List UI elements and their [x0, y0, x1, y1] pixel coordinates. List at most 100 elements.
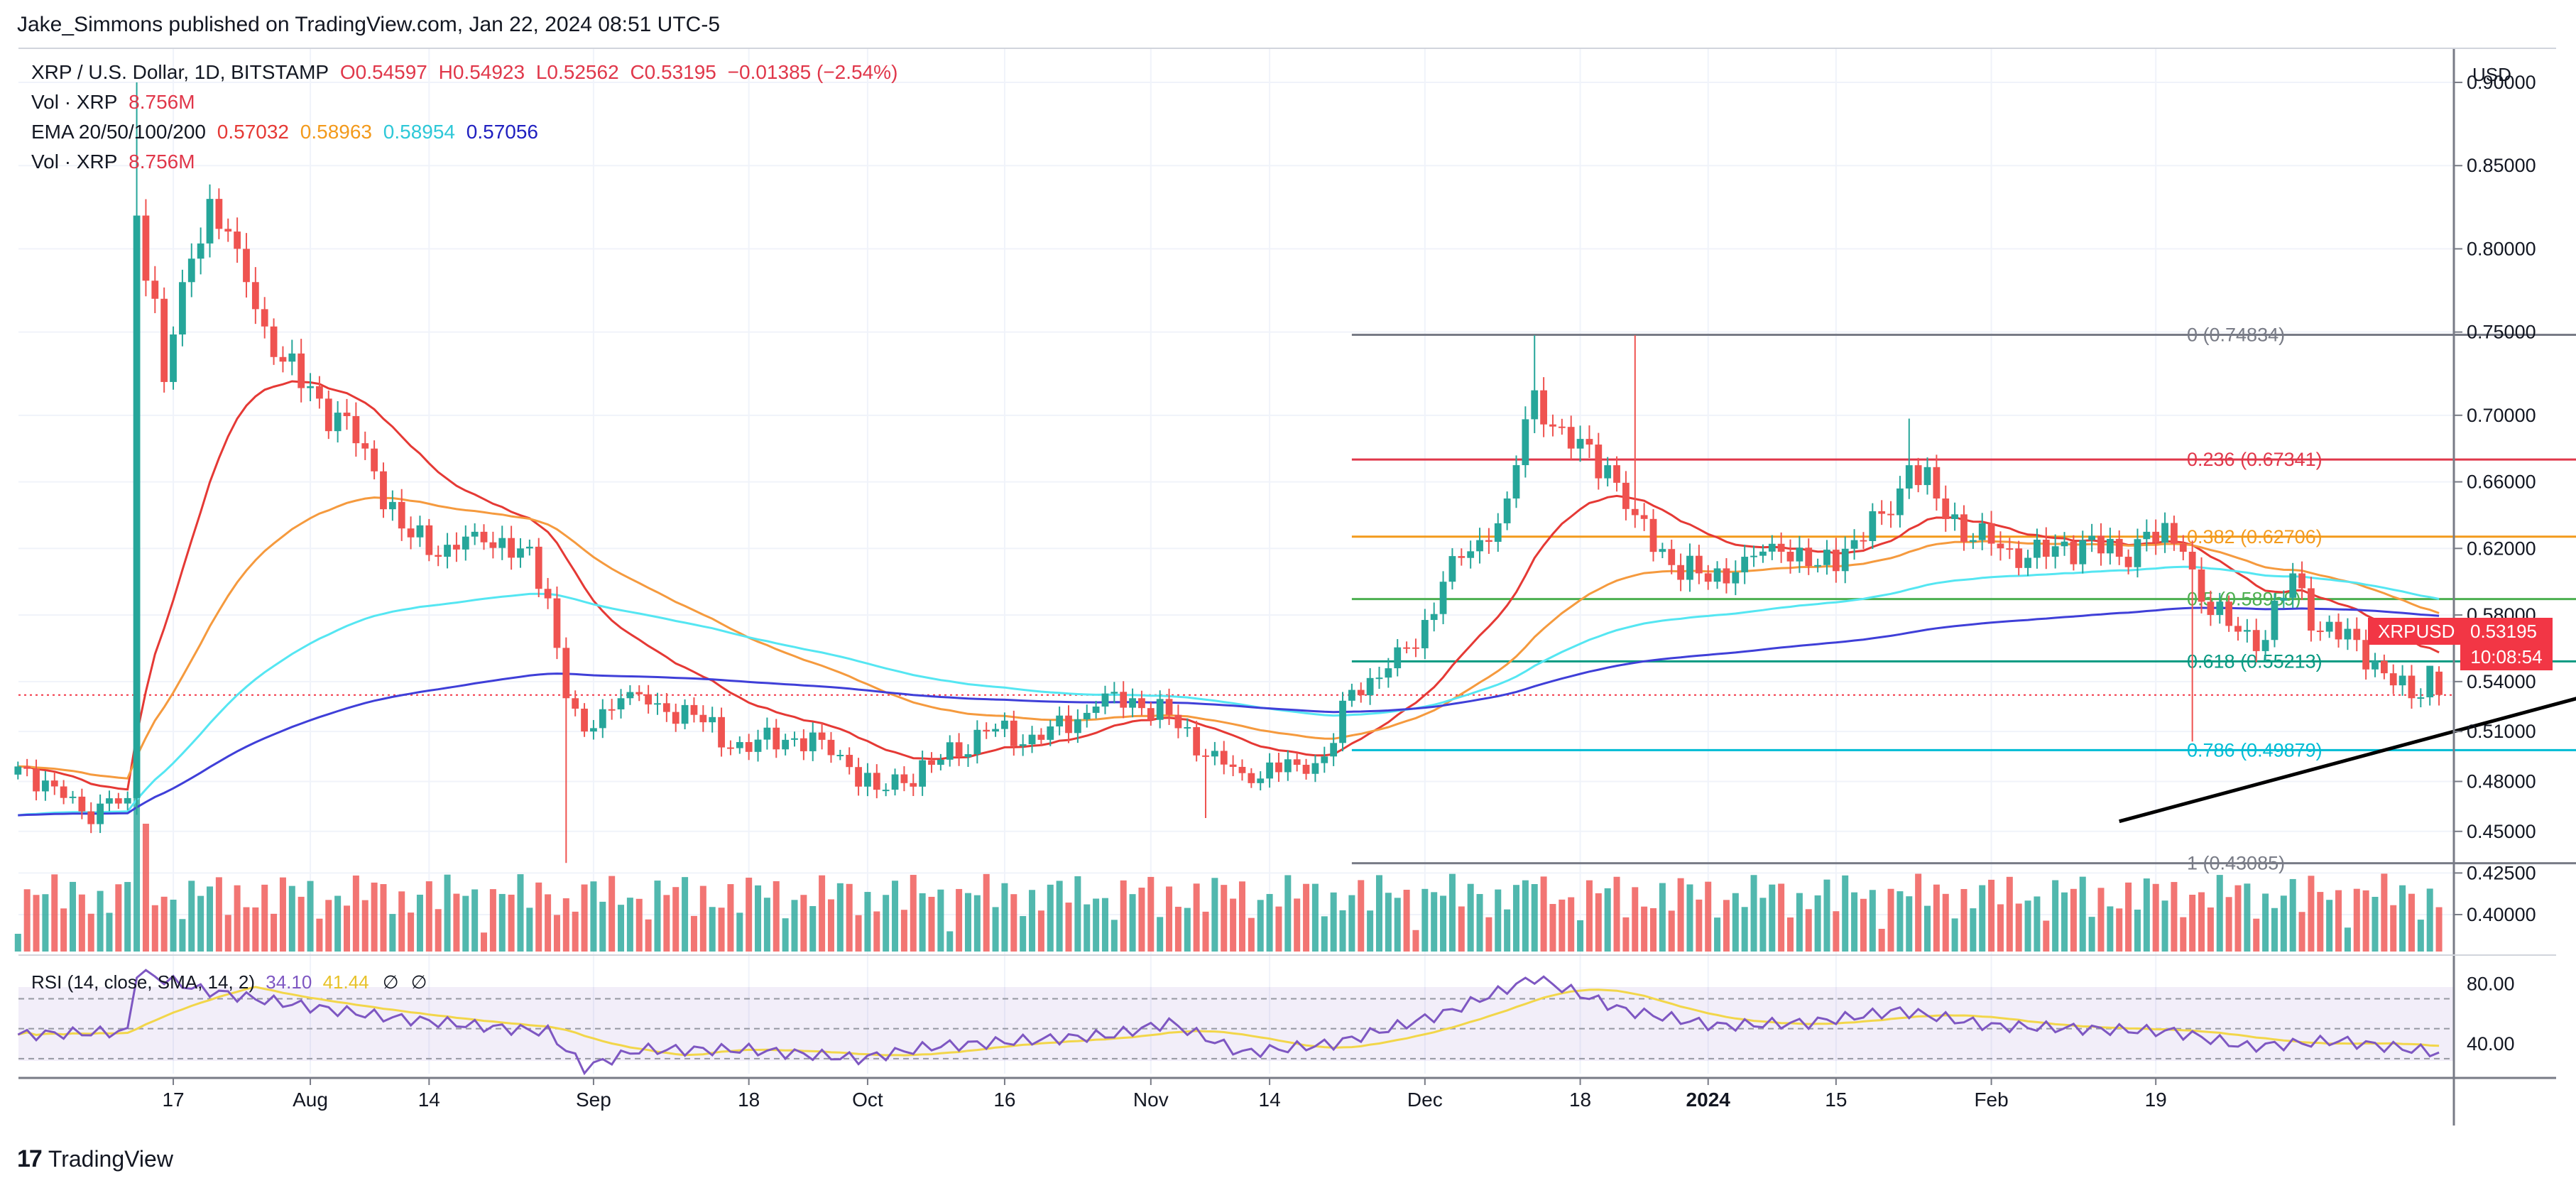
- volume-bar: [1649, 908, 1657, 952]
- candle-body: [1412, 647, 1419, 649]
- y-tick-label-6: 0.62000: [2467, 538, 2536, 559]
- volume-bar: [2006, 876, 2013, 952]
- volume-bar: [1020, 916, 1027, 952]
- volume-bar: [316, 918, 323, 952]
- volume-bar: [298, 896, 305, 952]
- candle-body: [718, 716, 725, 748]
- candle-body: [2207, 601, 2215, 616]
- volume-bar: [2326, 900, 2333, 952]
- candle-body: [14, 766, 22, 775]
- candle-body: [736, 742, 743, 748]
- volume-bar: [864, 892, 871, 952]
- volume-bar: [2271, 908, 2278, 952]
- candle-body: [371, 448, 378, 472]
- candle-body: [1302, 765, 1310, 774]
- volume-bar: [1321, 916, 1328, 952]
- candle-body: [1421, 620, 1429, 648]
- candle-body: [2225, 601, 2233, 626]
- volume-bar: [14, 934, 21, 952]
- candle-body: [1850, 540, 1858, 549]
- candle-body: [581, 708, 588, 732]
- volume-bar: [1385, 893, 1392, 952]
- candle-body: [662, 703, 670, 712]
- candle-body: [1248, 773, 1255, 783]
- candle-body: [1485, 540, 1492, 543]
- volume-bar: [736, 912, 743, 952]
- volume-bar: [408, 912, 415, 952]
- candle-body: [973, 729, 981, 755]
- volume-bar: [215, 877, 222, 952]
- rsi-value: 34.10: [266, 971, 312, 993]
- candle-body: [992, 729, 999, 732]
- ema50-value: 0.58963: [300, 121, 372, 143]
- candle-body: [809, 732, 817, 751]
- candle-body: [1832, 550, 1840, 572]
- rsi-tick-label-1: 40.00: [2467, 1033, 2515, 1055]
- candle-body: [645, 694, 653, 705]
- volume-bar: [1796, 893, 1803, 952]
- volume-bar: [1970, 908, 1977, 952]
- volume-bar: [1266, 893, 1273, 952]
- candle-body: [142, 215, 150, 281]
- candle-body: [124, 797, 131, 804]
- y-tick-label-13: 0.40000: [2467, 904, 2536, 925]
- volume-bar: [1495, 889, 1502, 952]
- volume-bar: [2152, 883, 2159, 952]
- candle-body: [407, 528, 415, 538]
- volume-bar: [1641, 906, 1648, 952]
- volume-bar: [288, 885, 295, 952]
- candle-body: [928, 760, 935, 765]
- candle-body: [1074, 719, 1081, 734]
- volume-bar: [160, 896, 168, 952]
- currency-label[interactable]: USD: [2472, 64, 2511, 85]
- volume-bar: [1138, 888, 1145, 952]
- candle-body: [97, 803, 104, 824]
- volume-bar: [307, 881, 314, 952]
- candle-body: [1448, 556, 1456, 582]
- volume-bar: [1906, 896, 1913, 952]
- candle-body: [517, 548, 524, 558]
- rsi-tick-label-0: 80.00: [2467, 973, 2515, 994]
- volume-bar: [1010, 894, 1017, 952]
- y-tick-label-2: 0.80000: [2467, 238, 2536, 259]
- candle-body: [1001, 720, 1008, 729]
- tradingview-brand[interactable]: 17 TradingView: [17, 1145, 173, 1173]
- volume-legend-2: Vol · XRP 8.756M: [31, 151, 201, 173]
- volume-bar: [1586, 880, 1593, 952]
- volume-bar: [471, 889, 479, 952]
- volume-bar: [1257, 900, 1264, 952]
- candle-body: [1576, 439, 1584, 449]
- volume-bar: [2390, 905, 2397, 952]
- volume-bar: [2143, 878, 2150, 952]
- candle-body: [1978, 523, 1986, 540]
- tradingview-logo-icon: 17: [17, 1145, 43, 1172]
- candle-body: [617, 698, 625, 709]
- volume-bar: [2125, 882, 2132, 952]
- candle-body: [2417, 697, 2425, 699]
- candle-body: [2161, 523, 2168, 543]
- candle-body: [42, 780, 49, 792]
- y-tick-label-4: 0.70000: [2467, 405, 2536, 426]
- candle-body: [1165, 699, 1173, 715]
- candle-body: [1713, 568, 1721, 582]
- candle-body: [2426, 665, 2434, 697]
- volume-bar: [900, 910, 907, 952]
- candle-body: [1375, 677, 1383, 680]
- candle-body: [2179, 543, 2187, 552]
- candle-body: [773, 727, 780, 750]
- candle-body: [672, 712, 680, 724]
- candle-body: [544, 589, 552, 599]
- volume-bar: [883, 895, 890, 952]
- candle-body: [1476, 540, 1483, 552]
- volume-bar: [1595, 893, 1602, 952]
- candle-body: [2316, 631, 2324, 633]
- y-tick-label-5: 0.66000: [2467, 472, 2536, 493]
- volume-bar: [243, 907, 250, 952]
- trendline[interactable]: [2119, 527, 2576, 824]
- candle-body: [1640, 515, 1648, 519]
- candle-body: [2372, 660, 2379, 670]
- candle-body: [955, 742, 963, 758]
- volume-bar: [635, 898, 643, 952]
- volume-bar: [2189, 895, 2196, 952]
